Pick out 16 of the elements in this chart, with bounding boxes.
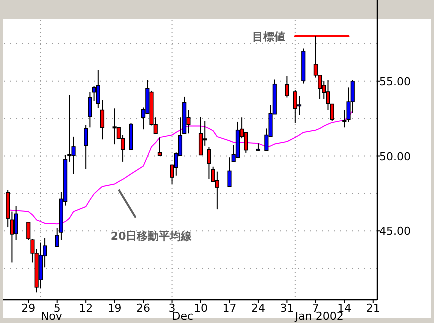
x-tick-label: 29 [22, 302, 36, 315]
y-tick-label: 50.00 [380, 150, 411, 164]
y-tick-label: 45.00 [380, 225, 411, 238]
series-label: 目標値 [252, 30, 286, 44]
x-tick-label: 21 [366, 302, 380, 315]
y-tick-label: 55.00 [380, 75, 411, 88]
annotation: 20日移動平均線 [110, 230, 194, 243]
x-tick-label: 5 [54, 302, 61, 315]
x-tick-label: 19 [108, 302, 122, 315]
x-tick-label: 17 [222, 302, 237, 315]
x-tick-label: 10 [194, 302, 208, 315]
x-tick-label: 24 [251, 302, 266, 315]
annotation: 20日移動平均線 [110, 189, 192, 243]
x-tick-label: 26 [136, 302, 151, 315]
x-tick-label: 31 [280, 302, 294, 315]
x-tick-label: 12 [79, 302, 94, 315]
